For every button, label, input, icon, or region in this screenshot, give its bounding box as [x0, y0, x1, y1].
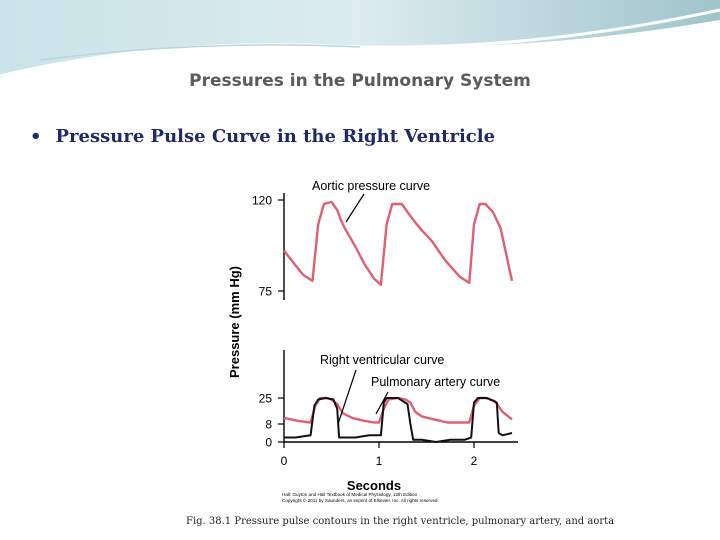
x-tick-label: 0 [281, 454, 288, 468]
figure-panel: 120 75 25 8 0 0 1 2 Aortic pressure curve Right … [228, 178, 524, 506]
annotation-label: Right ventricular curve [320, 353, 444, 367]
chart-axes: 120 75 25 8 00 1 2 [252, 193, 518, 468]
bullet-item: • Pressure Pulse Curve in the Right Ventr… [30, 126, 495, 147]
bullet-text: Pressure Pulse Curve in the Right Ventri… [55, 126, 496, 147]
pressure-chart: 120 75 25 8 00 1 2 Aortic pressure curve Right … [228, 179, 518, 503]
credit-line-1: Hall: Guyton and Hall Textbook of Medica… [282, 492, 418, 497]
y-axis-label: Pressure (mm Hg) [228, 266, 242, 378]
annotation-leader-line [345, 193, 365, 223]
slide-header-decoration [0, 0, 720, 78]
x-tick-label: 2 [471, 454, 478, 468]
annotation-leader-line [375, 391, 389, 415]
bullet-dot-icon: • [30, 126, 42, 147]
aortic-series-line [283, 200, 514, 287]
annotation-label: Pulmonary artery curve [371, 375, 500, 389]
x-axis-label: Seconds [347, 478, 401, 493]
slide-title: Pressures in the Pulmonary System [189, 71, 531, 91]
y-tick-label: 8 [265, 418, 272, 432]
x-tick-label: 1 [376, 454, 383, 468]
y-tick-label: 0 [265, 436, 272, 450]
y-tick-label: 25 [259, 392, 273, 406]
chart-annotations: Aortic pressure curve Right ventricular c… [312, 179, 500, 425]
annotation-label: Aortic pressure curve [312, 179, 430, 193]
annotation-leader-line [337, 369, 357, 425]
y-tick-label: 120 [252, 194, 272, 208]
header-wave-band [0, 0, 720, 78]
credit-line-2: Copyright © 2011 by Saunders, an imprint… [282, 497, 439, 503]
right-ventricular-series-line [284, 397, 513, 443]
chart-series [283, 200, 514, 443]
y-tick-label: 75 [259, 285, 273, 299]
pulmonary-artery-series-line [283, 396, 513, 424]
figure-caption: Fig. 38.1 Pressure pulse contours in the… [186, 516, 615, 527]
header-wave-line-thin [39, 44, 361, 61]
